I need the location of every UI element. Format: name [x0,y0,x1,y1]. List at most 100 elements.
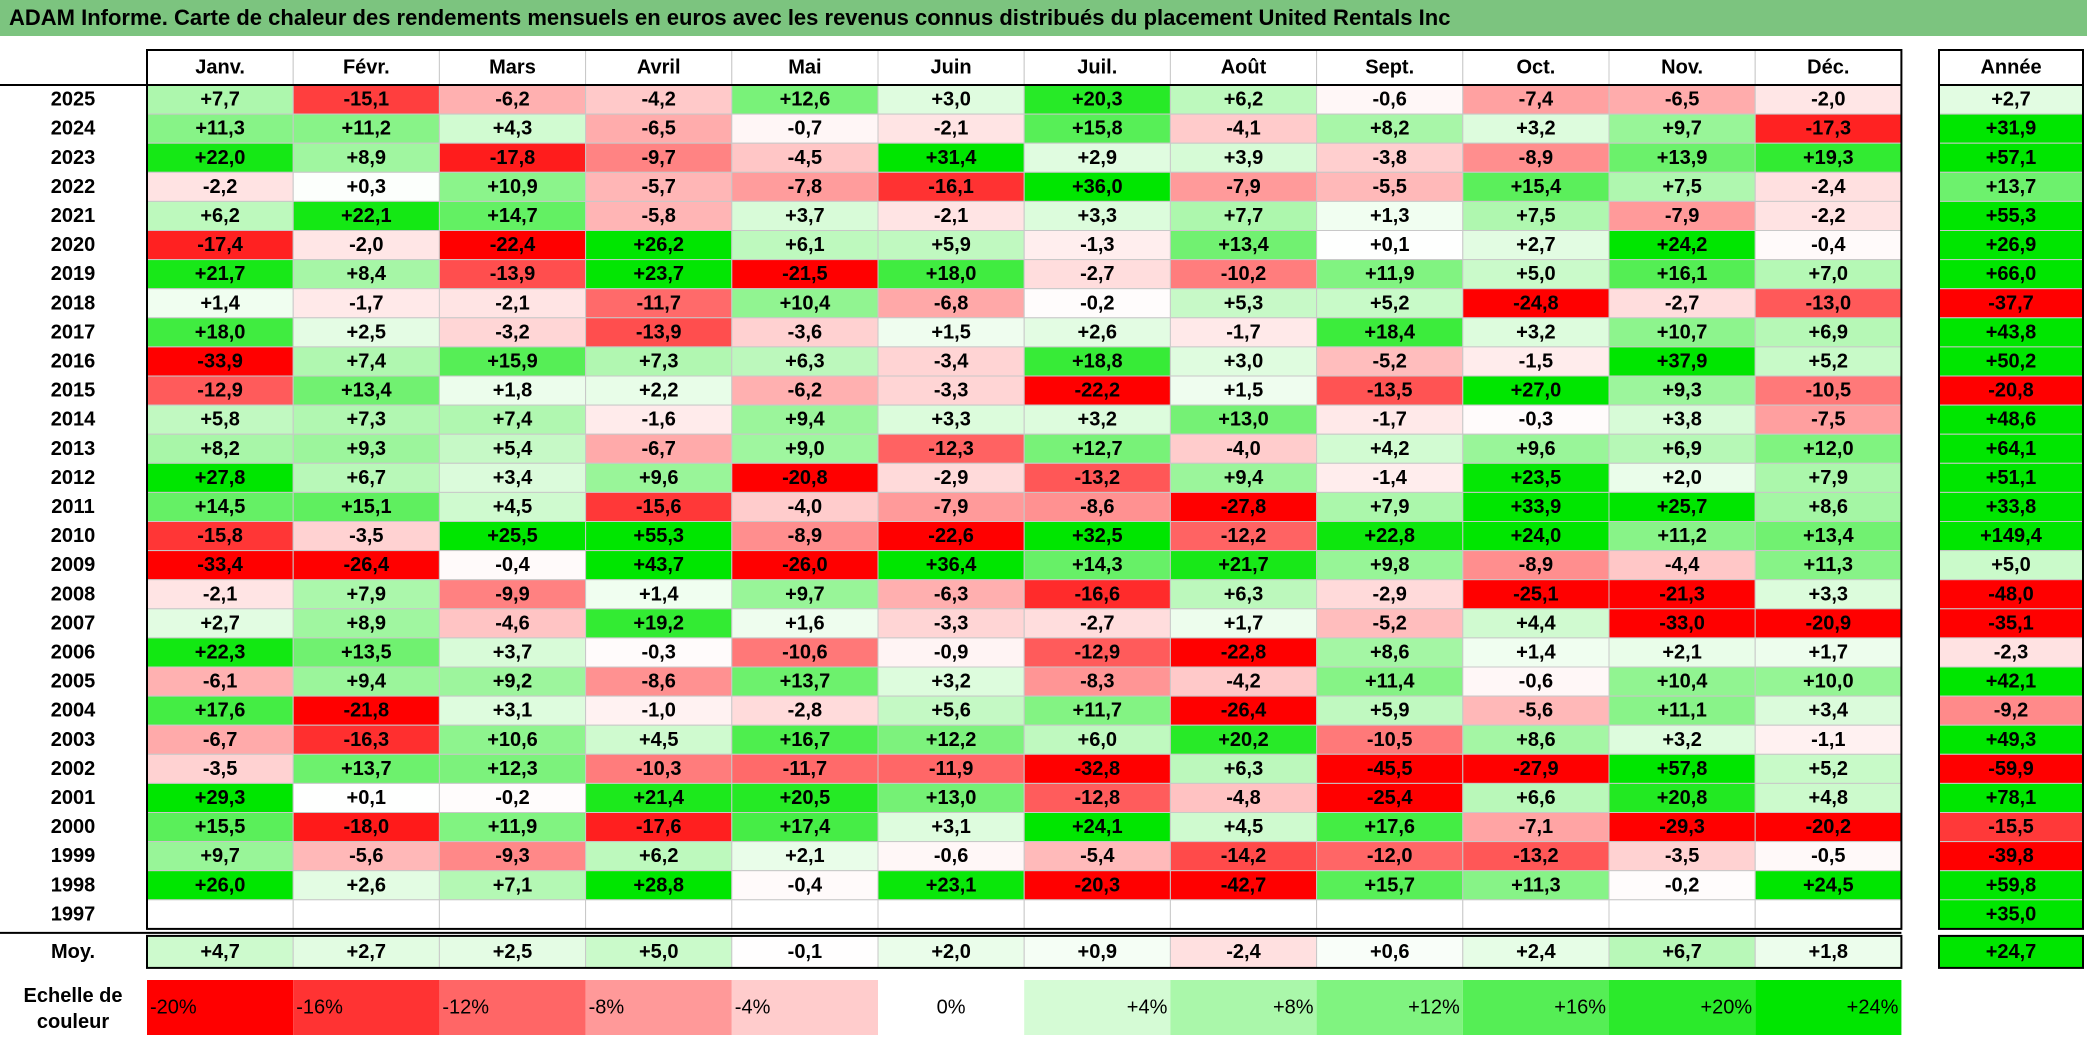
cell-value: -26,4 [344,554,390,576]
annual-cell [1938,317,2084,348]
heatmap-cell [1462,666,1610,697]
cell-value: -2,1 [934,205,968,227]
heatmap-cell [292,870,440,901]
cell-value: +3,3 [1809,583,1848,605]
annual-cell [1938,84,2084,115]
cell-value: +6,3 [1224,583,1263,605]
cell-value: +8,9 [347,612,386,634]
heatmap-cell [1169,666,1318,697]
cell-value: -0,3 [641,641,675,663]
cell-value: +15,1 [341,496,392,518]
cell-value: +0,1 [347,787,386,809]
heatmap-cell [1316,579,1464,610]
cell-value: -3,5 [349,525,383,547]
cell-value: +10,6 [487,729,538,751]
cell-value: +9,7 [785,583,824,605]
cell-value: +13,7 [780,671,831,693]
cell-value: +11,3 [195,118,245,140]
heatmap-cell [292,753,440,784]
heatmap-cell [146,404,294,435]
cell-value: +18,0 [926,263,977,285]
cell-value: +11,1 [1657,700,1707,722]
month-header: Juil. [1077,57,1117,79]
heatmap-cell [292,259,440,290]
heatmap-cell [1462,113,1610,144]
cell-value: +9,4 [347,671,387,693]
heatmap-cell [1608,200,1756,231]
cell-value: -9,9 [495,583,529,605]
cell-value: +27,0 [1511,380,1562,402]
cell-value: +24,5 [1803,874,1854,896]
cell-value: +22,8 [1364,525,1415,547]
cell-value: +57,8 [1657,758,1708,780]
heatmap-cell [1462,433,1610,464]
cell-value: +17,6 [195,700,246,722]
scale-label-value: -8% [589,997,625,1019]
cell-value: -22,8 [1221,641,1267,663]
scale-label-value: -16% [296,997,343,1019]
heatmap-cell [146,899,294,930]
cell-value: -1,3 [1080,234,1114,256]
heatmap-cell [1462,782,1610,814]
cell-value: -10,3 [636,758,682,780]
cell-value: -20,2 [1806,816,1852,838]
month-header-cell [1169,49,1318,86]
heatmap-cell [1023,579,1171,610]
scale-swatch [293,980,440,1035]
heatmap-cell [877,782,1025,814]
cell-value: +4,8 [1809,787,1848,809]
annual-cell [1938,870,2084,901]
cell-value: +9,0 [785,438,824,460]
cell-value: +23,5 [1511,467,1562,489]
cell-value: +43,7 [633,554,684,576]
cell-value: +4,5 [1224,816,1263,838]
heatmap-cell [1023,637,1171,668]
average-value: +2,0 [931,941,970,963]
heatmap-cell [292,317,440,348]
cell-value: -8,9 [788,525,822,547]
annual-value: -39,8 [1988,845,2034,867]
cell-value: +9,3 [1662,380,1701,402]
heatmap-cell [1462,462,1610,493]
cell-value: -17,3 [1806,118,1852,140]
cell-value: +2,6 [347,874,386,896]
cell-value: +1,8 [493,380,532,402]
heatmap-cell [1316,433,1464,464]
heatmap-cell [292,433,440,464]
heatmap-cell [1169,899,1318,930]
annual-value: +50,2 [1986,350,2037,372]
annual-value: +48,6 [1986,409,2037,431]
cell-value: +12,6 [780,89,831,111]
heatmap-cell [877,433,1025,464]
heatmap-cell [438,666,587,697]
heatmap-cell [1462,171,1610,202]
cell-value: +31,4 [926,147,977,169]
average-cell [1169,935,1318,969]
cell-value: -12,0 [1367,845,1413,867]
cell-value: +25,5 [487,525,538,547]
cell-value: -5,2 [1372,612,1406,634]
cell-value: +11,9 [1365,263,1415,285]
scale-label-value: 0% [937,997,966,1019]
cell-value: +14,3 [1072,554,1123,576]
heatmap-cell [731,259,879,290]
cell-value: -18,0 [344,816,390,838]
cell-value: +1,5 [931,321,970,343]
cell-value: -0,5 [1811,845,1845,867]
cell-value: +13,4 [1218,234,1269,256]
heatmap-cell [146,608,294,639]
heatmap-cell [1608,113,1756,144]
heatmap-cell [1316,171,1464,202]
cell-value: -33,0 [1659,612,1705,634]
row-year-label: 2014 [51,409,96,431]
month-header: Août [1221,57,1267,79]
cell-value: +7,1 [493,874,532,896]
heatmap-cell [1754,113,1902,144]
cell-value: +7,7 [200,89,239,111]
cell-value: -0,3 [1519,409,1553,431]
cell-value: -10,6 [782,641,828,663]
cell-value: +1,4 [1516,641,1556,663]
heatmap-cell [146,84,294,115]
cell-value: +13,0 [1218,409,1269,431]
cell-value: -22,2 [1075,380,1121,402]
